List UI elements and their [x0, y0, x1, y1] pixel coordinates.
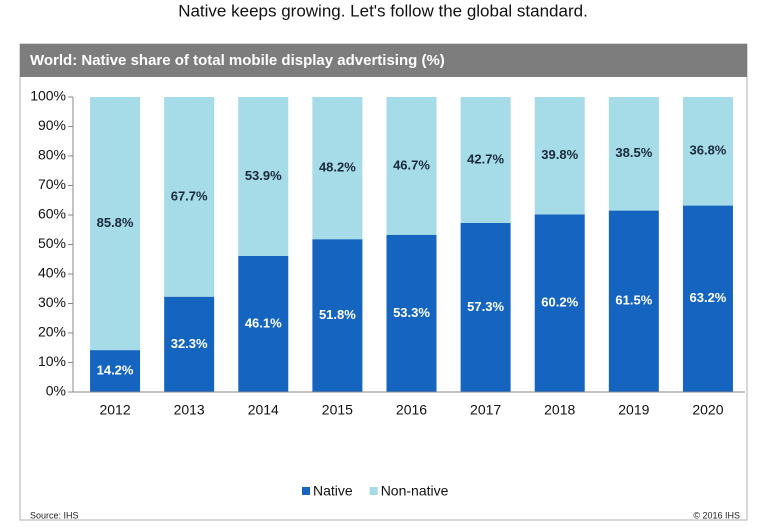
x-tick-label: 2017	[470, 402, 501, 418]
bar-segment	[90, 350, 141, 392]
source: Source: IHS	[30, 510, 79, 520]
bar-segment	[682, 97, 733, 206]
value-label: 48.2%	[319, 160, 356, 175]
bar-segment	[90, 97, 141, 351]
bar-segment	[238, 256, 289, 392]
value-label: 67.7%	[171, 188, 208, 203]
copyright: © 2016 IHS	[693, 510, 740, 520]
value-label: 57.3%	[467, 299, 504, 314]
y-tick-label: 100%	[30, 88, 66, 104]
value-label: 46.7%	[393, 157, 430, 172]
y-tick-label: 20%	[38, 324, 66, 340]
bar-segment	[386, 234, 437, 392]
bar-segment	[164, 97, 215, 297]
headline: Native keeps growing. Let's follow the g…	[178, 1, 588, 20]
x-tick-label: 2014	[248, 402, 279, 418]
y-tick-label: 80%	[38, 147, 66, 163]
y-tick-label: 0%	[46, 383, 66, 399]
bar-segment	[534, 214, 585, 392]
value-label: 53.9%	[245, 168, 282, 183]
y-tick-label: 30%	[38, 294, 66, 310]
value-label: 60.2%	[541, 295, 578, 310]
x-tick-label: 2013	[174, 402, 205, 418]
bar-segment	[386, 97, 437, 235]
chart-header	[20, 44, 747, 77]
value-label: 61.5%	[615, 293, 652, 308]
y-tick-label: 40%	[38, 265, 66, 281]
bar-segment	[682, 205, 733, 392]
y-tick-label: 70%	[38, 176, 66, 192]
legend-label: Non-native	[381, 483, 449, 499]
bar-segment	[460, 97, 511, 223]
legend-swatch	[302, 487, 310, 495]
value-label: 46.1%	[245, 315, 282, 330]
bar-segment	[312, 97, 363, 240]
value-label: 32.3%	[171, 336, 208, 351]
x-tick-label: 2020	[692, 402, 723, 418]
x-tick-label: 2012	[99, 402, 130, 418]
chart-title: World: Native share of total mobile disp…	[30, 52, 445, 69]
y-tick-label: 10%	[38, 353, 66, 369]
x-tick-label: 2015	[322, 402, 353, 418]
y-tick-label: 60%	[38, 206, 66, 222]
value-label: 51.8%	[319, 307, 356, 322]
value-label: 85.8%	[97, 215, 134, 230]
legend-swatch	[369, 487, 378, 495]
value-label: 42.7%	[467, 151, 504, 166]
bar-segment	[164, 296, 215, 392]
value-label: 36.8%	[690, 143, 727, 158]
value-label: 38.5%	[615, 145, 652, 160]
bar-segment	[608, 210, 659, 392]
bar-segment	[608, 97, 659, 211]
bar-segment	[534, 97, 585, 215]
value-label: 14.2%	[97, 362, 134, 377]
bar-segment	[312, 239, 363, 392]
y-tick-label: 50%	[38, 235, 66, 251]
x-tick-label: 2016	[396, 402, 427, 418]
x-tick-label: 2019	[618, 402, 649, 418]
value-label: 39.8%	[541, 147, 578, 162]
x-tick-label: 2018	[544, 402, 575, 418]
bar-segment	[238, 97, 289, 257]
bar-segment	[460, 222, 511, 392]
value-label: 53.3%	[393, 305, 430, 320]
y-tick-label: 90%	[38, 117, 66, 133]
value-label: 63.2%	[690, 290, 727, 305]
legend-label: Native	[313, 483, 353, 499]
